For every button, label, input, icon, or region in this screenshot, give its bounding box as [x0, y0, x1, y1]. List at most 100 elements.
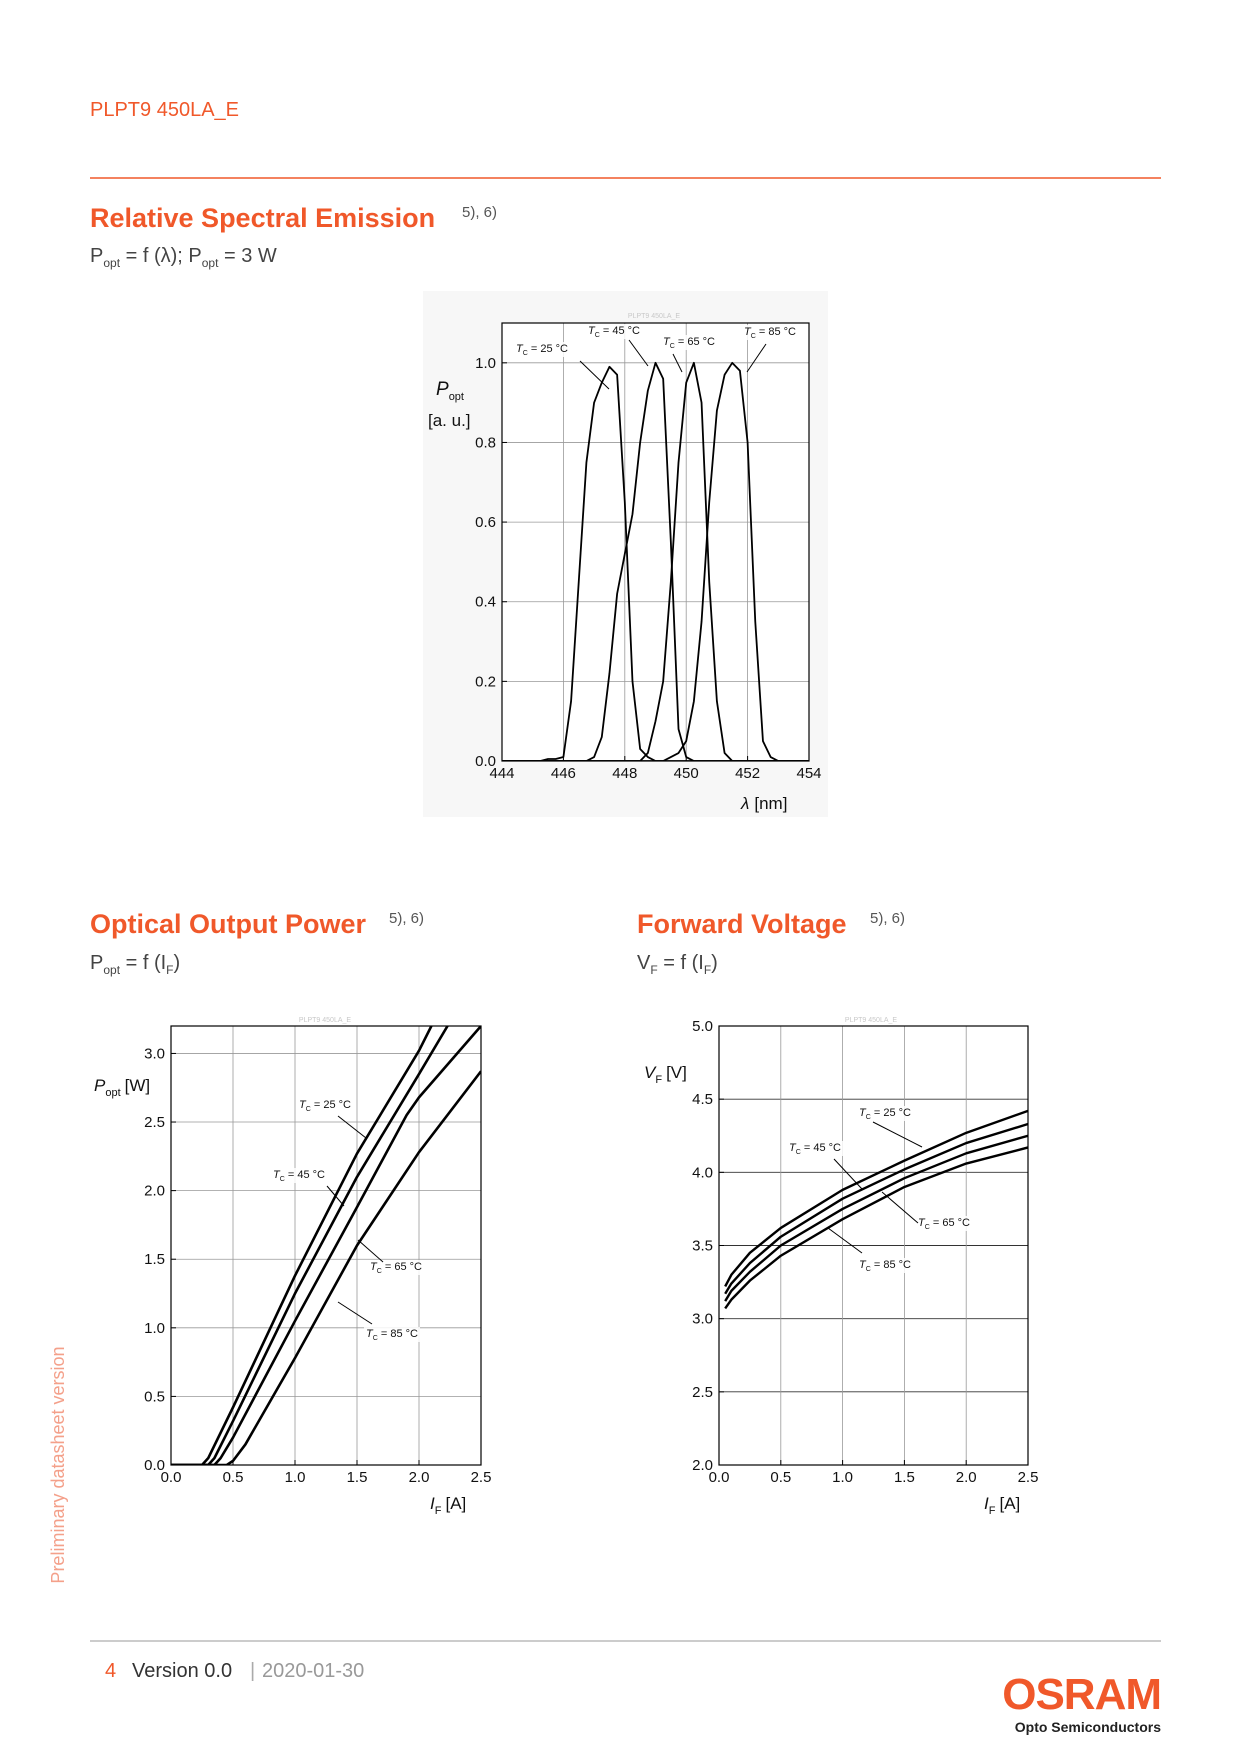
y-tick-label: 2.0 — [144, 1183, 165, 1200]
subtitle-subscript: F — [704, 963, 711, 977]
y-tick-label: 4.0 — [692, 1164, 713, 1181]
axis-subscript: F — [989, 1505, 996, 1517]
y-tick-label: 0.4 — [475, 594, 496, 611]
x-tick-label: 0.0 — [709, 1469, 730, 1486]
annotation: TC = 85 °C — [366, 1328, 418, 1342]
axis-symbol: λ — [740, 794, 749, 813]
annotation-subscript: C — [306, 1106, 311, 1113]
y-axis-label: VF [V] — [644, 1063, 687, 1086]
x-tick-label: 2.5 — [471, 1469, 492, 1486]
y-tick-label: 1.0 — [144, 1320, 165, 1337]
axis-symbol: P — [94, 1076, 106, 1095]
annotation-leader — [833, 1158, 863, 1190]
annotation-leader — [881, 1191, 919, 1224]
axis-symbol: I — [984, 1494, 989, 1513]
plot-area — [502, 323, 809, 761]
sidebar-note: Preliminary datasheet version — [48, 1346, 68, 1583]
logo-tagline: Opto Semiconductors — [1015, 1719, 1161, 1735]
y-tick-label: 0.8 — [475, 434, 496, 451]
annotation: TC = 25 °C — [299, 1099, 351, 1113]
subtitle-part: = 3 W — [218, 245, 276, 267]
x-tick-label: 450 — [674, 765, 699, 782]
subtitle-part: P — [90, 952, 103, 974]
x-axis-label: λ [nm] — [740, 794, 787, 813]
axis-subscript: opt — [105, 1087, 120, 1099]
subtitle-part: P — [90, 245, 103, 267]
annotation-backdrop — [514, 342, 570, 357]
series-line — [502, 361, 809, 761]
series-line — [502, 361, 809, 761]
series-line — [724, 1109, 1028, 1288]
annotation: TC = 85 °C — [744, 326, 796, 340]
axis-symbol: P — [436, 379, 449, 400]
annotation-subscript: C — [377, 1268, 382, 1275]
annotation-symbol: T — [516, 343, 524, 355]
x-tick-label: 1.0 — [285, 1469, 306, 1486]
annotation-leader — [746, 343, 767, 373]
annotation-text: = 85 °C — [871, 1259, 911, 1271]
annotation-backdrop — [787, 1141, 843, 1156]
annotation: TC = 45 °C — [588, 325, 640, 339]
chart: 0.0 0.5 1.0 1.5 2.0 2.5 3.0 0.0 0.5 1.0 1.5 2.0 2.5 P… — [144, 1017, 491, 1486]
axis-unit: [nm] — [754, 794, 787, 813]
annotation-symbol: T — [663, 336, 671, 348]
x-tick-label: 452 — [735, 765, 760, 782]
annotation-subscript: C — [751, 333, 756, 340]
axis-subscript: F — [435, 1505, 442, 1517]
axis-symbol: I — [430, 1494, 435, 1513]
annotation-subscript: C — [866, 1266, 871, 1273]
y-tick-label: 1.0 — [475, 355, 496, 372]
y-axis-label: Popt — [436, 379, 464, 403]
plot-frame — [170, 1025, 482, 1466]
x-axis-label: IF [A] — [430, 1494, 466, 1517]
x-tick-label: 0.0 — [161, 1469, 182, 1486]
subtitle-part: = f (λ); P — [120, 245, 202, 267]
axis-unit: [A] — [445, 1494, 466, 1513]
axis-unit: [V] — [666, 1063, 687, 1082]
annotation-symbol: T — [859, 1259, 867, 1271]
header-title: PLPT9 450LA_E — [90, 99, 239, 121]
annotation-subscript: C — [866, 1114, 871, 1121]
annotation-leader — [672, 353, 683, 373]
x-tick-label: 2.0 — [956, 1469, 977, 1486]
annotation-subscript: C — [280, 1176, 285, 1183]
annotation-symbol: T — [299, 1099, 307, 1111]
section-title: Forward Voltage — [637, 909, 847, 939]
y-tick-label: 0.0 — [475, 753, 496, 770]
subtitle-part: V — [637, 952, 651, 974]
annotation: TC = 45 °C — [273, 1169, 325, 1183]
annotation-backdrop — [297, 1098, 353, 1113]
y-tick-label: 3.0 — [144, 1045, 165, 1062]
annotation-subscript: C — [925, 1224, 930, 1231]
x-tick-label: 1.0 — [832, 1469, 853, 1486]
x-tick-label: 454 — [796, 765, 821, 782]
footer-separator: | — [250, 1660, 255, 1682]
annotation-subscript: C — [373, 1335, 378, 1342]
plot-area — [171, 1026, 481, 1465]
y-tick-label: 0.6 — [475, 514, 496, 531]
plot-frame — [718, 1025, 1029, 1466]
x-tick-label: 1.5 — [894, 1469, 915, 1486]
section-title: Relative Spectral Emission — [90, 203, 435, 233]
annotation-text: = 85 °C — [756, 326, 796, 338]
y-axis-label: Popt [W] — [94, 1076, 150, 1099]
x-tick-label: 444 — [489, 765, 514, 782]
y-tick-label: 5.0 — [692, 1018, 713, 1035]
subtitle-subscript: F — [650, 963, 657, 977]
x-tick-label: 0.5 — [770, 1469, 791, 1486]
x-tick-label: 2.5 — [1018, 1469, 1039, 1486]
x-tick-label: 448 — [612, 765, 637, 782]
axis-symbol: V — [644, 1063, 657, 1082]
annotation-leader — [337, 1115, 367, 1139]
chart: 0.0 0.2 0.4 0.6 0.8 1.0 444 446 448 450 452 454 PLPT… — [475, 313, 821, 782]
annotation: TC = 25 °C — [516, 343, 568, 357]
annotation-backdrop — [368, 1260, 424, 1275]
y-tick-label: 3.5 — [692, 1238, 713, 1255]
x-tick-label: 2.0 — [409, 1469, 430, 1486]
y-tick-label: 2.0 — [692, 1457, 713, 1474]
annotation-text: = 45 °C — [285, 1169, 325, 1181]
axis-unit: [W] — [125, 1076, 151, 1095]
annotation-text: = 85 °C — [378, 1328, 418, 1340]
annotation-leader — [628, 339, 649, 367]
annotation-symbol: T — [273, 1169, 281, 1181]
